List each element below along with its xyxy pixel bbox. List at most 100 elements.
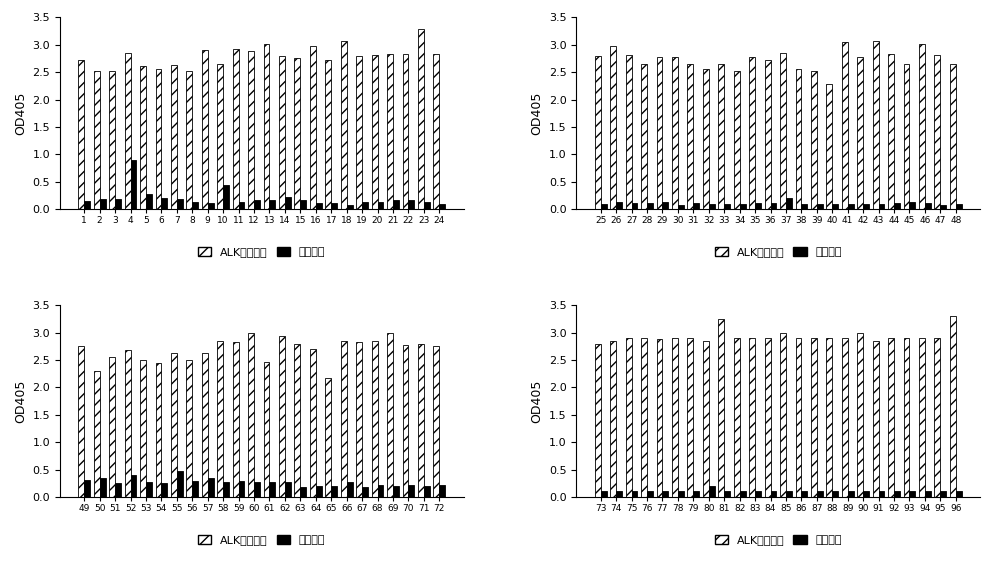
- Y-axis label: OD405: OD405: [14, 91, 27, 135]
- Bar: [439, 204, 445, 209]
- Bar: [734, 71, 740, 209]
- Bar: [909, 491, 915, 497]
- Bar: [894, 491, 900, 497]
- Bar: [595, 55, 601, 209]
- Bar: [387, 333, 393, 497]
- Bar: [84, 480, 90, 497]
- Bar: [934, 338, 940, 497]
- Bar: [171, 65, 177, 209]
- Bar: [325, 60, 331, 209]
- Bar: [771, 203, 776, 209]
- Bar: [934, 55, 940, 209]
- Bar: [842, 42, 848, 209]
- Bar: [341, 341, 347, 497]
- Bar: [146, 482, 152, 497]
- Bar: [771, 491, 776, 497]
- Bar: [140, 360, 146, 497]
- Bar: [632, 491, 637, 497]
- Bar: [115, 483, 121, 497]
- Bar: [100, 478, 106, 497]
- Bar: [362, 202, 368, 209]
- Bar: [796, 69, 801, 209]
- Bar: [811, 338, 817, 497]
- Bar: [161, 198, 167, 209]
- Bar: [780, 332, 786, 497]
- Bar: [724, 491, 730, 497]
- Bar: [888, 54, 894, 209]
- Bar: [325, 377, 331, 497]
- Bar: [950, 64, 956, 209]
- Bar: [626, 338, 632, 497]
- Bar: [347, 205, 353, 209]
- Bar: [294, 343, 300, 497]
- Bar: [601, 491, 607, 497]
- Bar: [848, 204, 854, 209]
- Bar: [724, 204, 730, 209]
- Bar: [372, 55, 378, 209]
- Bar: [115, 199, 121, 209]
- Bar: [801, 491, 807, 497]
- Bar: [100, 199, 106, 209]
- Bar: [393, 486, 399, 497]
- Bar: [387, 54, 393, 209]
- Bar: [146, 194, 152, 209]
- Bar: [626, 55, 632, 209]
- Bar: [316, 486, 322, 497]
- Bar: [909, 202, 915, 209]
- Bar: [310, 349, 316, 497]
- Bar: [610, 341, 616, 497]
- Bar: [863, 204, 869, 209]
- Bar: [316, 203, 322, 209]
- Bar: [378, 202, 383, 209]
- Bar: [826, 84, 832, 209]
- Bar: [672, 57, 678, 209]
- Y-axis label: OD405: OD405: [530, 91, 543, 135]
- Bar: [94, 371, 100, 497]
- Bar: [879, 204, 884, 209]
- Bar: [233, 342, 239, 497]
- Bar: [765, 60, 771, 209]
- Bar: [718, 64, 724, 209]
- Bar: [740, 491, 746, 497]
- Bar: [217, 65, 223, 209]
- Bar: [248, 51, 254, 209]
- Bar: [161, 483, 167, 497]
- Bar: [217, 341, 223, 497]
- Bar: [424, 202, 430, 209]
- Bar: [378, 485, 383, 497]
- Bar: [279, 336, 285, 497]
- Bar: [408, 201, 414, 209]
- Bar: [632, 203, 637, 209]
- Bar: [433, 346, 439, 497]
- Bar: [780, 53, 786, 209]
- Bar: [888, 338, 894, 497]
- Bar: [647, 203, 653, 209]
- Bar: [956, 491, 962, 497]
- Bar: [904, 338, 909, 497]
- Bar: [703, 341, 709, 497]
- Bar: [811, 71, 817, 209]
- Bar: [408, 485, 414, 497]
- Bar: [186, 360, 192, 497]
- Bar: [826, 338, 832, 497]
- Bar: [177, 470, 183, 497]
- Bar: [734, 338, 740, 497]
- Bar: [140, 65, 146, 209]
- Bar: [285, 482, 291, 497]
- Bar: [817, 204, 823, 209]
- Bar: [418, 29, 424, 209]
- Bar: [362, 487, 368, 497]
- Bar: [749, 338, 755, 497]
- Bar: [223, 185, 229, 209]
- Bar: [657, 339, 662, 497]
- Bar: [740, 204, 746, 209]
- Bar: [125, 53, 131, 209]
- Bar: [372, 341, 378, 497]
- Bar: [279, 55, 285, 209]
- Bar: [755, 203, 761, 209]
- Bar: [873, 42, 879, 209]
- Bar: [403, 344, 408, 497]
- Bar: [94, 71, 100, 209]
- Bar: [239, 481, 244, 497]
- Bar: [873, 341, 879, 497]
